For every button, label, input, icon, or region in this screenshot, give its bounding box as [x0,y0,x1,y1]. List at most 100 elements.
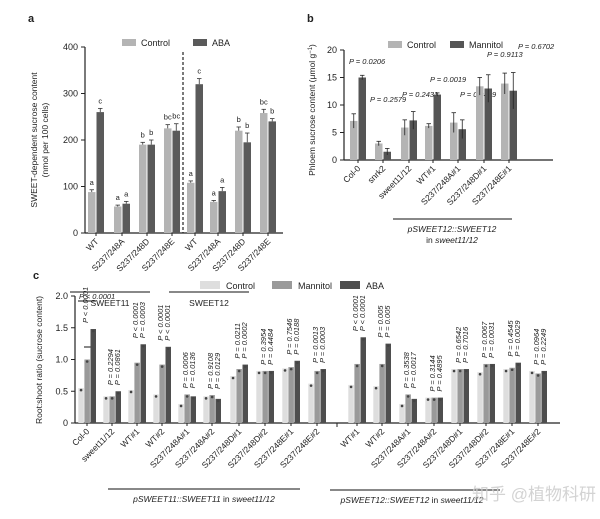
b-p-value: P = 0.6702 [518,42,555,51]
b-bar-mannitol [509,90,517,160]
panel-letter-a: a [28,13,35,25]
c-bar-mannitol [314,370,320,423]
c-p-value-aba: P = 0.0017 [409,351,418,388]
b-y-tick-label: 0 [332,155,337,165]
c-legend-swatch-aba [340,281,360,289]
c-y-tick-label: 1.5 [55,323,68,333]
c-data-point [361,337,365,341]
b-p-value: P = 0.2579 [370,95,407,104]
c-data-point [295,361,299,365]
c-legend-swatch-mannitol [272,281,292,289]
c-bar-control [230,376,236,423]
c-bar-aba [115,391,121,423]
b-y-axis-label-main: Phloem sucrose content (μmol g [307,54,317,176]
c-bar-control [529,370,535,423]
a-bar-aba [268,121,276,233]
c-bar-aba [411,398,417,423]
c-data-point [216,399,220,403]
c-data-point [452,369,456,373]
c-data-point [516,363,520,366]
c-data-point [510,368,514,372]
a-significance-letter: a [189,169,194,178]
c-data-point [257,371,261,375]
c-bar-aba [515,362,521,423]
b-p-value: P = 0.0019 [430,75,467,84]
c-bar-mannitol [535,373,541,423]
c-p-value-mannitol: P = 0.3144 [428,355,437,391]
b-bar-control [501,83,509,160]
c-data-point [490,364,494,368]
watermark: 知乎 @植物科研 [472,485,596,504]
b-bar-control [476,86,484,160]
c-p-value-aba: P = 0.0031 [487,322,496,358]
panel-a-chart: 0 100 200 300 400 SWEET-dependent sucrose con… [29,38,283,308]
c-y-tick-label: 1.0 [55,355,68,365]
c-data-point [166,347,170,351]
c-p-value-aba: P = 0.0136 [188,351,197,388]
b-p-value: P = 0.2431 [402,90,438,99]
b-bar-control [375,143,383,160]
c-data-point [210,395,214,399]
a-significance-letter: a [212,188,217,197]
b-group-label-in: in [426,235,435,245]
c-data-point [283,369,287,372]
b-bar-mannitol [383,151,391,160]
c-p-value-aba: P = 0.0003 [138,301,147,338]
b-legend-label-control: Control [407,40,436,50]
c-data-point [116,391,120,395]
c-bar-control [451,369,457,423]
a-significance-letter: a [116,193,121,202]
a-significance-letter: bc [260,97,268,106]
b-group-label-line1: pSWEET12::SWEET12 [407,224,497,234]
b-x-tick-label: Col-0 [341,163,363,185]
c-p-value-mannitol: P = 0.3538 [402,351,411,388]
c-data-point [426,398,430,401]
c-p-value-aba: P = 0.2249 [539,328,548,365]
c-p-value-aba: P < 0.0001 [358,295,367,331]
c-bar-aba [165,346,171,423]
c-bar-control [203,396,209,423]
c-p-value-aba: P = 0.0861 [113,349,122,385]
a-significance-letter: b [245,121,249,130]
a-bar-aba [96,112,104,233]
a-legend-label-aba: ABA [212,38,230,48]
a-bar-control [260,113,268,233]
c-bar-control [308,383,314,423]
a-bar-control [88,192,96,233]
c-p-value-mannitol: P = 0.9108 [206,352,215,389]
b-y-tick-label: 20 [327,45,337,55]
c-y-tick-label: 0 [63,418,68,428]
b-y-tick-label: 10 [327,100,337,110]
c-data-point [204,397,208,400]
c-data-point [160,365,164,368]
a-y-tick-label: 0 [73,228,78,238]
c-data-point [79,388,83,392]
c-p-value-mannitol: P = 0.0211 [233,323,242,359]
c-bar-aba [242,364,248,423]
c-data-point [104,397,108,400]
c-data-point [243,365,247,368]
c-group-label-sweet12-part: pSWEET12::SWEET12 [339,495,429,505]
c-bar-aba [90,329,96,423]
c-p-value-mannitol: P = 0.2294 [106,349,115,385]
c-data-point [484,364,488,368]
panel-letter-c: c [33,270,39,282]
c-bar-mannitol [457,369,463,423]
b-group-label-genotype: sweet11/12 [435,235,478,245]
a-bar-aba [218,191,226,233]
c-data-point [289,367,293,371]
a-y-tick-label: 300 [63,89,78,99]
c-bar-aba [437,397,443,423]
c-p-value-mannitol: P = 0.7546 [285,318,294,355]
b-group-label-line2: in sweet11/12 [426,235,478,245]
c-p-value-mannitol: P < 0.0001 [81,287,90,323]
c-p-value-mannitol: P = 0.005 [376,305,385,338]
a-significance-letter: c [197,67,201,76]
c-bar-control [425,397,431,423]
b-bar-mannitol [358,77,366,160]
a-bar-control [187,182,195,233]
c-x-tick-label: WT#1 [338,426,361,449]
c-bar-mannitol [483,363,489,423]
c-bar-mannitol [405,394,411,423]
c-data-point [129,390,133,394]
